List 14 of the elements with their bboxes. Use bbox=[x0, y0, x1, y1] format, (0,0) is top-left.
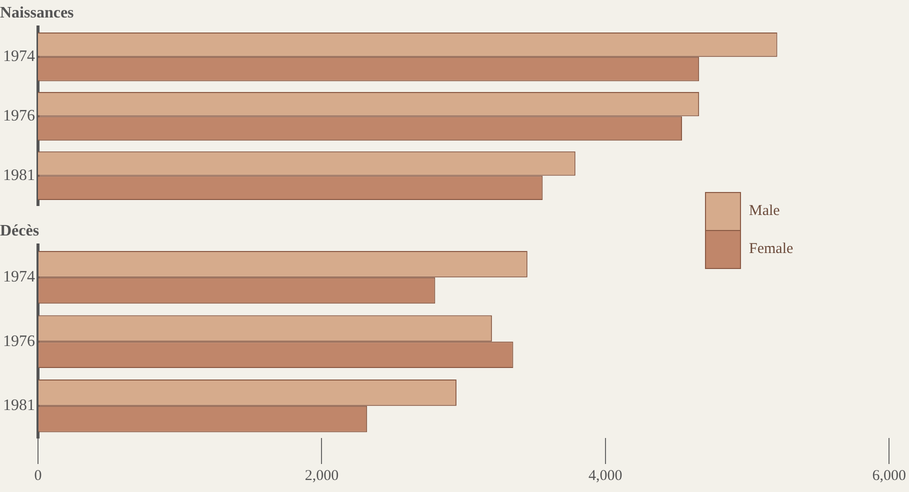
y-tick-label: 1976 bbox=[3, 108, 35, 125]
y-tick-label: 1981 bbox=[3, 397, 35, 414]
chart-title: Naissances bbox=[0, 4, 74, 22]
x-tick-label: 4,000 bbox=[588, 468, 622, 484]
y-tick-label: 1981 bbox=[3, 166, 35, 184]
x-tick-label: 6,000 bbox=[872, 468, 906, 484]
y-tick-label: 1976 bbox=[3, 332, 35, 350]
x-tick-label: 0 bbox=[34, 468, 42, 484]
text: Female bbox=[749, 240, 794, 258]
text: Male bbox=[749, 202, 780, 220]
x-tick-label: 2,000 bbox=[304, 468, 339, 484]
chart-title: Décès bbox=[0, 222, 40, 240]
y-tick-label: 1974 bbox=[3, 268, 35, 286]
y-tick-label: 1974 bbox=[3, 48, 35, 66]
